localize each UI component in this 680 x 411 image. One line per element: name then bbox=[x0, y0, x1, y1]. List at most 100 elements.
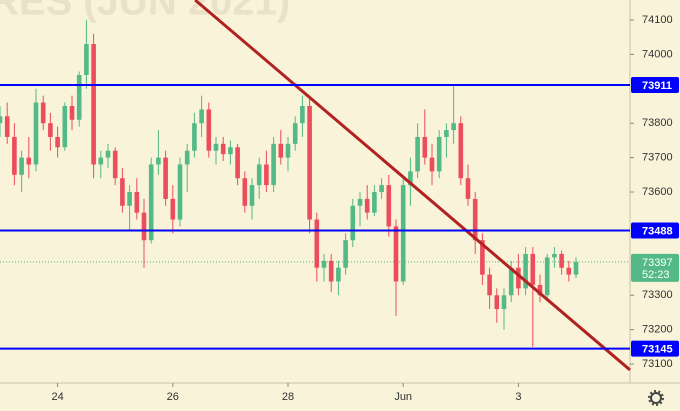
level-label-box bbox=[631, 222, 679, 239]
candle-body bbox=[62, 105, 68, 148]
candle-body bbox=[285, 143, 291, 158]
y-tick-label: 74100 bbox=[642, 14, 673, 26]
candle-body bbox=[343, 240, 348, 268]
candle-body bbox=[98, 157, 104, 165]
candle-body bbox=[220, 143, 226, 155]
last-price-label: 73397 bbox=[642, 257, 673, 269]
x-tick-label: 28 bbox=[282, 391, 294, 403]
candle-body bbox=[256, 164, 262, 186]
x-tick-label: 24 bbox=[51, 391, 63, 403]
candle-body bbox=[192, 123, 197, 151]
candle-body bbox=[516, 267, 521, 289]
candle-body bbox=[264, 164, 269, 186]
level-label: 73145 bbox=[642, 343, 673, 355]
candle-body bbox=[336, 267, 341, 282]
x-tick-label: Jun bbox=[394, 391, 412, 403]
candle-body bbox=[40, 102, 46, 124]
countdown-label: 52:23 bbox=[642, 269, 670, 281]
candle-body bbox=[458, 123, 464, 179]
candle-body bbox=[472, 198, 478, 241]
candle-body bbox=[480, 240, 485, 275]
x-tick-label: 26 bbox=[167, 391, 179, 403]
candle-body bbox=[379, 185, 384, 193]
settings-icon[interactable] bbox=[648, 390, 664, 406]
candle-body bbox=[228, 147, 233, 155]
candle-body bbox=[48, 123, 53, 137]
candle-body bbox=[26, 157, 32, 165]
candle-body bbox=[328, 260, 334, 282]
candle-body bbox=[235, 147, 240, 179]
gear-teeth[interactable] bbox=[648, 390, 664, 406]
candle-body bbox=[242, 178, 248, 206]
candle-body bbox=[156, 157, 161, 165]
candle-body bbox=[523, 253, 528, 289]
candle-body bbox=[163, 157, 168, 199]
candle-body bbox=[33, 102, 39, 165]
y-tick-label: 73100 bbox=[642, 358, 673, 370]
y-tick-label: 73200 bbox=[642, 324, 673, 336]
level-label: 73911 bbox=[642, 80, 672, 92]
candle-body bbox=[444, 130, 449, 137]
candle-body bbox=[552, 253, 557, 258]
candle-body bbox=[408, 171, 413, 186]
candle-body bbox=[307, 105, 312, 220]
candle-body bbox=[127, 192, 132, 206]
candle-body bbox=[573, 261, 579, 275]
y-tick-label: 73300 bbox=[642, 289, 673, 301]
candle-body bbox=[170, 198, 176, 220]
candle-body bbox=[350, 205, 356, 241]
candle-body bbox=[271, 143, 276, 186]
candle-body bbox=[249, 185, 255, 206]
candle-body bbox=[393, 226, 399, 282]
y-tick-label: 73600 bbox=[642, 186, 673, 198]
candle-body bbox=[501, 295, 507, 310]
candle-body bbox=[451, 123, 456, 131]
candle-body bbox=[300, 105, 305, 124]
candle-body bbox=[206, 109, 212, 151]
candle-body bbox=[199, 109, 204, 124]
candle-body bbox=[91, 44, 96, 165]
candle-body bbox=[12, 136, 17, 175]
candle-body bbox=[76, 75, 82, 120]
level-label-box bbox=[631, 76, 679, 93]
x-tick-label: 3 bbox=[515, 391, 521, 403]
candle-body bbox=[508, 267, 514, 296]
candle-body bbox=[357, 198, 363, 206]
candle-body bbox=[465, 178, 471, 199]
candle-body bbox=[69, 105, 75, 120]
candle-body bbox=[134, 192, 140, 213]
level-label: 73488 bbox=[642, 225, 673, 237]
candle-body bbox=[422, 136, 428, 158]
candle-body bbox=[19, 157, 24, 175]
candle-body bbox=[120, 178, 125, 206]
candle-body bbox=[429, 157, 435, 172]
candle-body bbox=[148, 164, 154, 241]
candle-body bbox=[400, 185, 406, 282]
candle-body bbox=[141, 212, 147, 241]
candle-body bbox=[177, 164, 183, 220]
candle-body bbox=[537, 284, 543, 296]
y-tick-label: 73800 bbox=[642, 117, 673, 129]
candle-body bbox=[0, 116, 3, 124]
candle-body bbox=[314, 219, 320, 268]
gear[interactable] bbox=[650, 392, 662, 404]
candle-body bbox=[105, 150, 111, 158]
candle-body bbox=[386, 185, 392, 227]
candle-body bbox=[487, 274, 492, 296]
candle-body bbox=[530, 253, 536, 285]
candle-body bbox=[559, 253, 564, 268]
y-tick-label: 73700 bbox=[642, 152, 673, 164]
candle-body bbox=[436, 136, 442, 172]
last-price-box bbox=[631, 253, 679, 282]
trend-line bbox=[194, 0, 631, 372]
candle-body bbox=[372, 192, 377, 213]
candle-body bbox=[544, 257, 550, 296]
candle-body bbox=[84, 44, 89, 76]
candle-body bbox=[321, 260, 327, 268]
watermark: RES (JUN 2021) bbox=[0, 0, 290, 24]
y-tick-label: 74000 bbox=[642, 48, 673, 60]
candle-body bbox=[184, 150, 190, 165]
candle-body bbox=[278, 143, 284, 158]
